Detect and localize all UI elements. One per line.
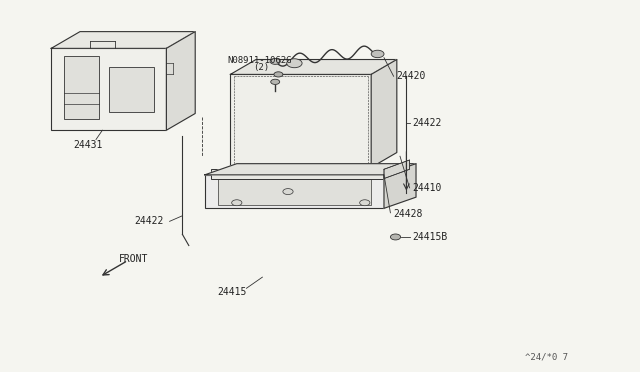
Text: (2): (2) (253, 63, 269, 72)
Polygon shape (166, 32, 195, 130)
Polygon shape (51, 32, 195, 48)
Polygon shape (384, 160, 410, 179)
FancyBboxPatch shape (205, 175, 384, 208)
Circle shape (390, 234, 401, 240)
Polygon shape (384, 164, 416, 208)
FancyBboxPatch shape (51, 48, 166, 130)
Circle shape (271, 79, 280, 84)
FancyBboxPatch shape (218, 179, 371, 205)
Circle shape (283, 189, 293, 195)
Text: 24420: 24420 (397, 71, 426, 81)
Circle shape (287, 59, 302, 68)
FancyBboxPatch shape (230, 74, 371, 167)
Circle shape (371, 50, 384, 58)
Text: ^24/*0 7: ^24/*0 7 (525, 353, 568, 362)
Text: FRONT: FRONT (118, 254, 148, 263)
FancyBboxPatch shape (211, 169, 384, 179)
Text: 24422: 24422 (413, 118, 442, 128)
FancyBboxPatch shape (64, 56, 99, 119)
Polygon shape (205, 164, 416, 175)
Polygon shape (230, 60, 397, 74)
Text: 24415: 24415 (218, 287, 247, 297)
Text: N08911-1062G: N08911-1062G (227, 56, 292, 65)
Text: 24428: 24428 (394, 209, 423, 219)
Polygon shape (371, 60, 397, 167)
Circle shape (274, 72, 283, 77)
FancyBboxPatch shape (109, 67, 154, 112)
Circle shape (360, 200, 370, 206)
Text: 24431: 24431 (74, 140, 103, 150)
Circle shape (232, 200, 242, 206)
Text: 24422: 24422 (134, 217, 164, 226)
Text: 24415B: 24415B (413, 232, 448, 242)
Circle shape (270, 58, 280, 64)
Text: 24410: 24410 (413, 183, 442, 193)
